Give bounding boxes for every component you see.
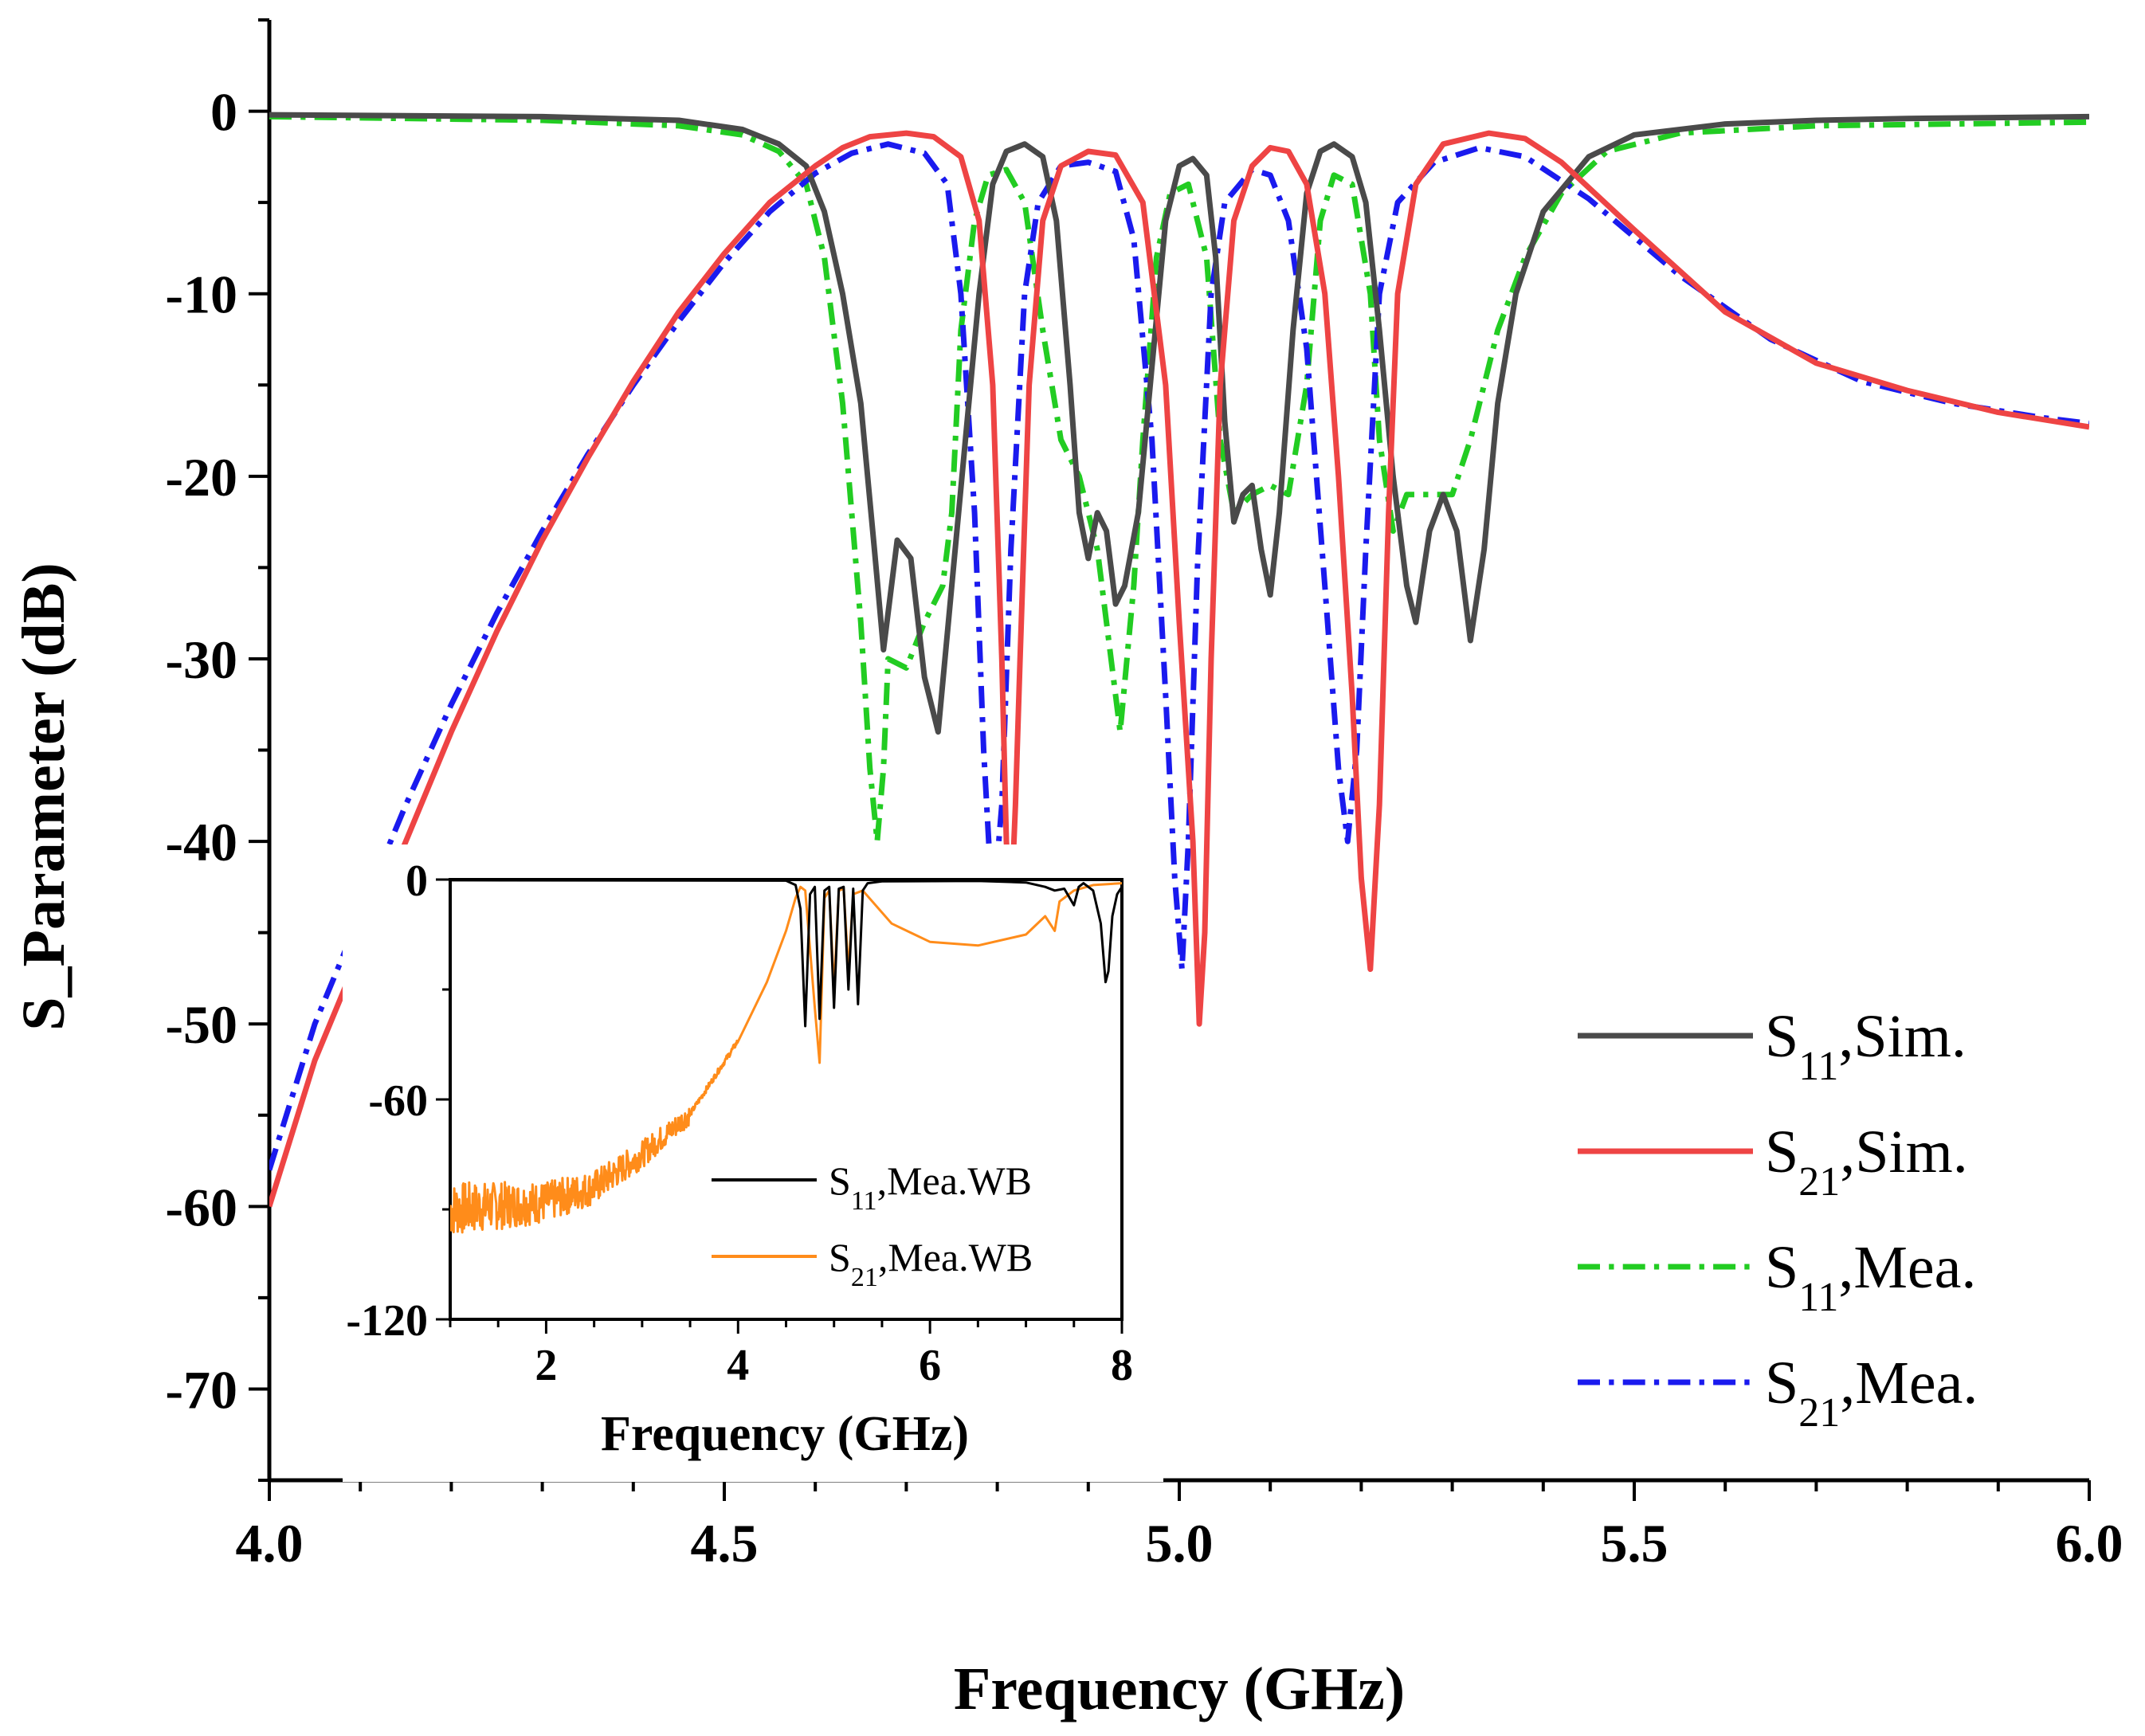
inset-series-s11-mea-wb-line — [450, 880, 1122, 1028]
x-tick-label: 4.0 — [236, 1513, 304, 1573]
main-plot: 4.0 4.5 5.0 5.5 6.0 0 -10 -20 -30 -40 -50 -60 -70 Fr… — [10, 18, 2123, 1722]
main-y-axis-title: S_Parameter (dB) — [10, 562, 77, 1030]
y-tick-label: -50 — [165, 994, 237, 1055]
x-tick-label: 4.5 — [691, 1513, 759, 1573]
inset-x-tick-label: 2 — [535, 1341, 557, 1390]
inset-legend-label: S11,Mea.WB — [829, 1158, 1032, 1216]
series-s21-sim-line — [269, 130, 2089, 1208]
inset-x-axis-title: Frequency (GHz) — [601, 1407, 969, 1461]
main-ticks: 4.0 4.5 5.0 5.5 6.0 0 -10 -20 -30 -40 -50 -60 -70 — [165, 18, 2123, 1573]
y-tick-label: -70 — [165, 1359, 237, 1420]
series-s11-mea-line — [269, 113, 2089, 844]
inset-x-tick-label: 6 — [919, 1341, 941, 1390]
y-tick-label: -60 — [165, 1177, 237, 1237]
y-tick-label: -20 — [165, 447, 237, 507]
inset-series — [450, 880, 1122, 1234]
series-s11-sim-line — [269, 112, 2089, 735]
main-series — [269, 112, 2089, 1208]
inset-legend: S11,Mea.WB S21,Mea.WB — [712, 1158, 1033, 1292]
series-s21-mea-line — [269, 141, 2089, 1171]
y-tick-label: -30 — [165, 629, 237, 690]
y-tick-label: -10 — [165, 265, 237, 325]
inset-y-tick-label: -60 — [368, 1076, 428, 1126]
legend-label: S21,Sim. — [1765, 1119, 1968, 1205]
y-tick-label: 0 — [210, 82, 237, 143]
inset-y-tick-label: -120 — [346, 1296, 428, 1346]
legend-label: S11,Sim. — [1765, 1003, 1967, 1089]
inset-x-tick-label: 8 — [1111, 1341, 1133, 1390]
inset-background — [343, 844, 1163, 1482]
x-tick-label: 5.0 — [1146, 1513, 1214, 1573]
inset-series-s21-mea-wb-line — [450, 882, 1122, 1234]
y-tick-label: -40 — [165, 812, 237, 872]
main-legend: S11,Sim. S21,Sim. S11,Mea. S21,Mea. — [1578, 1003, 1978, 1436]
x-tick-label: 6.0 — [2056, 1513, 2123, 1573]
inset-plot: 2 4 6 80-60-120 Frequency (GHz) S11,Mea.WBS… — [343, 844, 1163, 1482]
inset-ticks: 2 4 6 8 0 -60 -120 — [346, 856, 1133, 1390]
inset-legend-label: S21,Mea.WB — [829, 1235, 1033, 1292]
x-tick-label: 5.5 — [1601, 1513, 1669, 1573]
legend-label: S11,Mea. — [1765, 1234, 1976, 1320]
inset-x-tick-label: 4 — [727, 1341, 749, 1390]
inset-y-tick-label: 0 — [406, 856, 428, 906]
legend-label: S21,Mea. — [1765, 1350, 1978, 1436]
main-x-axis-title: Frequency (GHz) — [954, 1656, 1405, 1722]
